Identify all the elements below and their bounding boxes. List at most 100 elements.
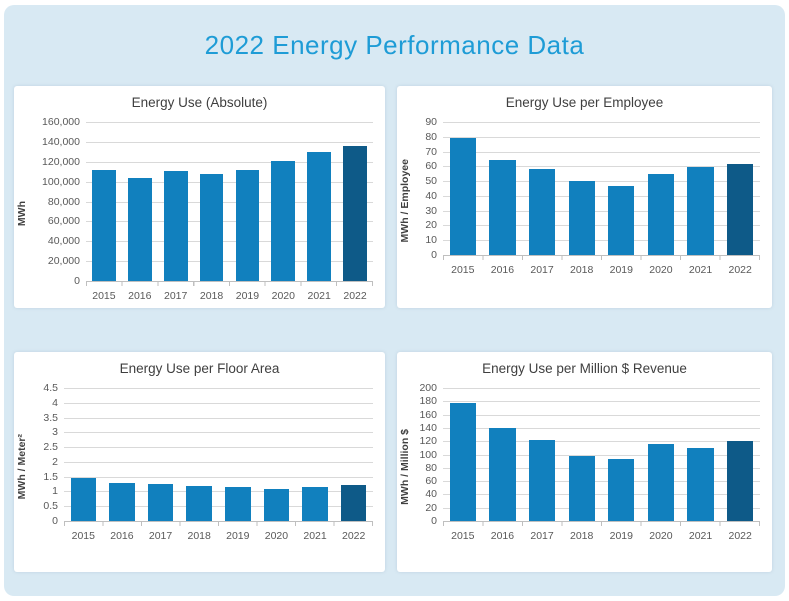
bar-slot xyxy=(334,388,373,521)
chart-card-energy-per-employee: Energy Use per Employee MWh / Employee 0… xyxy=(397,86,772,308)
x-tick-label: 2018 xyxy=(187,530,211,542)
plot-area: 0 20,000 40,000 60,000 80,000 100,000 120,000 1… xyxy=(42,116,373,287)
bar-slot xyxy=(562,388,602,521)
bar-slot xyxy=(337,122,373,281)
bar-2017 xyxy=(528,169,556,255)
y-tick-label: 4 xyxy=(52,396,58,409)
gridline xyxy=(86,161,373,163)
x-tick-label: 2022 xyxy=(728,264,752,276)
plot-wrap: 0 0.5 1 1.5 2 2.5 3 3.5 4 4.5 2015 2016 2017 2018 201… xyxy=(43,382,373,546)
bar-2020 xyxy=(271,160,296,281)
bar-slot xyxy=(64,388,103,521)
bar-2019 xyxy=(235,170,260,281)
bar-slot xyxy=(301,122,337,281)
gridline xyxy=(64,447,373,449)
bar-slot xyxy=(180,388,219,521)
x-tick-label: 2020 xyxy=(649,264,673,276)
gridline xyxy=(443,427,760,429)
x-tick-label: 2022 xyxy=(728,530,752,542)
bar-slot xyxy=(219,388,258,521)
x-tick-label: 2015 xyxy=(451,530,475,542)
chart-body: MWh / Million $ 0 20 40 60 80 100 120 140 160 180… xyxy=(397,382,772,546)
chart-title: Energy Use per Million $ Revenue xyxy=(482,361,687,376)
page-title: 2022 Energy Performance Data xyxy=(204,30,585,60)
y-axis-label-col: MWh xyxy=(14,122,30,306)
x-tick-label: 2021 xyxy=(688,530,713,542)
x-tick-label: 2020 xyxy=(271,290,295,302)
x-tick-label: 2019 xyxy=(226,530,250,542)
x-axis-ticks xyxy=(443,256,760,260)
x-tick-label: 2017 xyxy=(148,530,173,542)
chart-card-energy-per-floor-area: Energy Use per Floor Area MWh / Meter² 0… xyxy=(14,352,385,572)
bar-2022 xyxy=(340,485,367,521)
x-tick-label: 2022 xyxy=(343,290,367,302)
chart-card-energy-per-revenue: Energy Use per Million $ Revenue MWh / M… xyxy=(397,352,772,572)
bar-slot xyxy=(641,388,681,521)
gridline xyxy=(64,506,373,508)
gridline xyxy=(86,261,373,263)
chart-card-energy-absolute: Energy Use (Absolute) MWh 0 20,000 40,000 6… xyxy=(14,86,385,308)
plot-wrap: 0 20,000 40,000 60,000 80,000 100,000 120,000 1… xyxy=(42,116,373,306)
gridline xyxy=(86,122,373,123)
y-tick-label: 0 xyxy=(431,249,437,261)
bar-2020 xyxy=(263,488,290,521)
bar-2016 xyxy=(127,177,152,281)
y-tick-label: 140 xyxy=(419,421,437,434)
bar-slot xyxy=(522,122,562,255)
chart-body: MWh 0 20,000 40,000 60,000 80,000 100,000 120,… xyxy=(14,116,385,306)
gridline xyxy=(86,221,373,223)
gridline xyxy=(443,210,760,212)
bar-2020 xyxy=(647,174,674,255)
gridline xyxy=(443,494,760,496)
gridline xyxy=(443,240,760,242)
chart-body: MWh / Employee 0 10 20 30 40 50 60 70 80 90 2015 2… xyxy=(397,116,772,280)
y-tick-label: 100,000 xyxy=(42,175,80,188)
bar-slot xyxy=(103,388,142,521)
y-axis-label: MWh / Employee xyxy=(399,159,411,243)
plot-area: 0 0.5 1 1.5 2 2.5 3 3.5 4 4.5 xyxy=(43,382,373,527)
x-tick-label: 2016 xyxy=(490,530,515,542)
chart-title: Energy Use per Floor Area xyxy=(119,361,280,376)
bar-slot xyxy=(443,122,483,255)
bar-2015 xyxy=(449,402,476,521)
x-tick-label: 2016 xyxy=(490,264,515,276)
bar-slot xyxy=(641,122,681,255)
x-tick-label: 2020 xyxy=(649,530,673,542)
y-tick-label: 140,000 xyxy=(42,135,80,148)
x-axis-ticks xyxy=(64,522,373,526)
bar-slot xyxy=(720,122,760,255)
gridline xyxy=(64,402,373,404)
bar-slot xyxy=(86,122,122,281)
y-axis-label-col: MWh / Meter² xyxy=(14,388,30,546)
bar-2015 xyxy=(92,169,116,281)
x-axis-labels: 2015 2016 2017 2018 2019 2020 2021 2022 xyxy=(86,286,373,306)
x-axis-labels: 2015 2016 2017 2018 2019 2020 2021 2022 xyxy=(443,260,760,280)
gridline xyxy=(64,476,373,478)
x-tick-label: 2019 xyxy=(609,264,633,276)
y-tick-label: 0 xyxy=(74,275,80,287)
y-tick-label: 90 xyxy=(425,116,437,128)
y-tick-label: 120,000 xyxy=(42,155,80,168)
gridline xyxy=(64,432,373,434)
chart-body: MWh / Meter² 0 0.5 1 1.5 2 2.5 3 3.5 4 4.5 2015 20… xyxy=(14,382,385,546)
chart-title: Energy Use (Absolute) xyxy=(131,95,268,110)
y-tick-label: 0.5 xyxy=(43,500,58,513)
bar-2016 xyxy=(489,159,516,255)
bar-2018 xyxy=(199,173,224,281)
bar-2015 xyxy=(70,478,97,521)
charts-grid: Energy Use (Absolute) MWh 0 20,000 40,000 6… xyxy=(4,86,785,572)
y-tick-label: 120 xyxy=(419,435,437,448)
bar-2021 xyxy=(687,447,714,521)
x-tick-label: 2018 xyxy=(199,290,224,302)
x-axis-labels: 2015 2016 2017 2018 2019 2020 2021 2022 xyxy=(443,526,760,546)
bars-group xyxy=(86,122,373,281)
y-tick-label: 180 xyxy=(419,395,437,408)
y-tick-label: 60 xyxy=(425,475,437,488)
y-tick-label: 1 xyxy=(52,485,58,498)
y-tick-label: 40,000 xyxy=(47,235,80,248)
gridline xyxy=(443,195,760,197)
y-tick-label: 70 xyxy=(425,145,437,158)
bars-group xyxy=(443,122,760,255)
bar-slot xyxy=(194,122,230,281)
